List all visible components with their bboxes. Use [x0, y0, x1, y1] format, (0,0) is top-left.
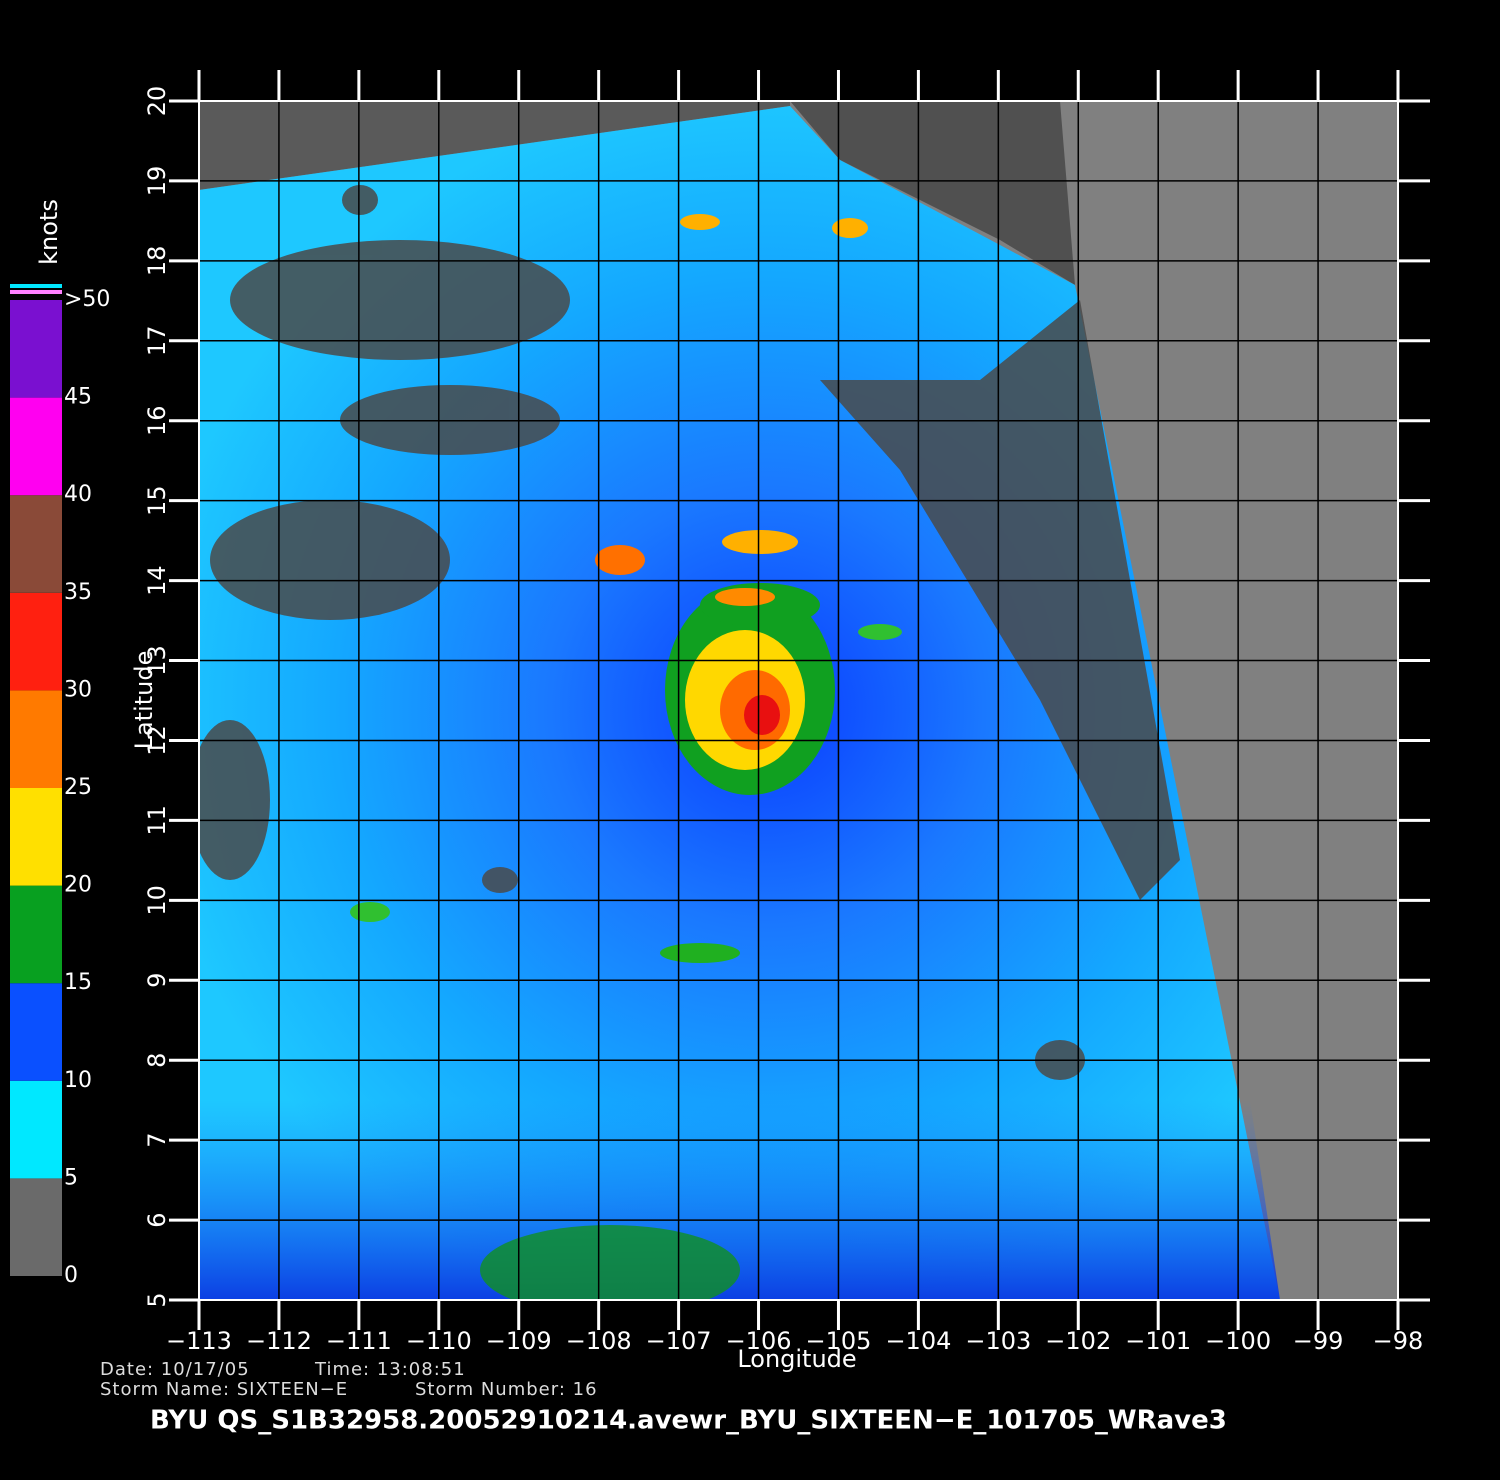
y-tick-label: 16: [143, 405, 171, 436]
y-tick-label: 8: [143, 1053, 171, 1068]
x-tick-label: −103: [965, 1327, 1031, 1355]
colorbar-label: 30: [64, 677, 92, 702]
color-band: [10, 397, 62, 496]
x-tick-label: −104: [885, 1327, 951, 1355]
x-axis-title: Longitude: [737, 1345, 856, 1373]
storm-name: Storm Name: SIXTEEN−E: [100, 1379, 348, 1400]
y-tick-label: 6: [143, 1212, 171, 1227]
y-tick-label: 11: [143, 805, 171, 836]
x-tick-label: −98: [1373, 1327, 1424, 1355]
x-tick-label: −110: [406, 1327, 472, 1355]
storm-core: [350, 214, 902, 1300]
storm-number: Storm Number: 16: [415, 1379, 598, 1400]
plot-frame: [198, 100, 1399, 1301]
y-tick-label: 15: [143, 485, 171, 516]
colorbar-label: 25: [64, 775, 92, 800]
colorbar-cap: [10, 284, 62, 288]
colorbar-label: 20: [64, 873, 92, 898]
colorbar-label: 45: [64, 385, 92, 410]
x-tick-label: −109: [486, 1327, 552, 1355]
x-tick-label: −113: [166, 1327, 232, 1355]
y-tick-label: 10: [143, 885, 171, 916]
color-band: [10, 300, 62, 398]
x-tick-label: −107: [646, 1327, 712, 1355]
colorbar-label: 10: [64, 1068, 92, 1093]
x-tick-label: −108: [566, 1327, 632, 1355]
x-tick-label: −101: [1125, 1327, 1191, 1355]
x-tick-label: −102: [1045, 1327, 1111, 1355]
x-tick-label: −111: [326, 1327, 392, 1355]
y-tick-label: 9: [143, 973, 171, 988]
colorbar-label: 0: [64, 1263, 78, 1288]
colorbar-title: knots: [35, 199, 63, 265]
colorbar-label: 40: [64, 482, 92, 507]
y-tick-label: 20: [143, 86, 171, 117]
colorbar-cap: [10, 290, 62, 294]
colorbar-label: 15: [64, 970, 92, 995]
y-tick-label: 14: [143, 565, 171, 596]
x-tick-label: −100: [1205, 1327, 1271, 1355]
colorbar-label: 5: [64, 1165, 78, 1190]
x-tick-label: −105: [806, 1327, 872, 1355]
color-band: [10, 788, 62, 886]
colorbar-label: >50: [64, 287, 110, 312]
map-image: [199, 101, 1398, 1300]
color-band: [10, 1178, 62, 1276]
y-tick-label: 19: [143, 166, 171, 197]
y-tick-label: 5: [143, 1292, 171, 1307]
date: Date: 10/17/05: [100, 1359, 250, 1380]
x-tick-label: −99: [1293, 1327, 1344, 1355]
y-tick-label: 13: [143, 645, 171, 676]
figure-title: BYU QS_S1B32958.20052910214.avewr_BYU_SI…: [150, 1406, 1227, 1436]
time: Time: 13:08:51: [314, 1359, 466, 1380]
color-band: [10, 592, 62, 691]
colorbar-label: 35: [64, 580, 92, 605]
x-tick-label: −112: [246, 1327, 312, 1355]
y-tick-label: 7: [143, 1132, 171, 1147]
color-band: [10, 690, 62, 788]
y-axis-title: Latitude: [130, 651, 158, 750]
y-tick-label: 12: [143, 725, 171, 756]
color-band: [10, 983, 62, 1081]
y-tick-label: 17: [143, 326, 171, 357]
x-tick-label: −106: [726, 1327, 792, 1355]
color-band: [10, 885, 62, 984]
color-band: [10, 1080, 62, 1179]
color-band: [10, 495, 62, 593]
y-tick-label: 18: [143, 246, 171, 277]
